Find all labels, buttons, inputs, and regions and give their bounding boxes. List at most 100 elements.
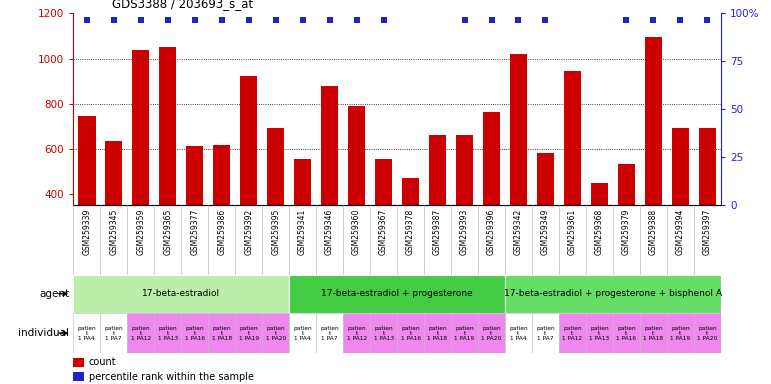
Bar <box>613 313 640 353</box>
Text: patien
t
1 PA7: patien t 1 PA7 <box>536 326 555 341</box>
Text: patien
t
1 PA19: patien t 1 PA19 <box>670 326 691 341</box>
Text: individual: individual <box>19 328 69 338</box>
Text: GSM259386: GSM259386 <box>217 209 226 255</box>
Text: count: count <box>89 357 116 367</box>
Text: patien
t
1 PA19: patien t 1 PA19 <box>238 326 259 341</box>
Bar <box>78 116 96 285</box>
Text: patien
t
1 PA16: patien t 1 PA16 <box>185 326 204 341</box>
Text: percentile rank within the sample: percentile rank within the sample <box>89 371 254 382</box>
Bar <box>294 159 311 285</box>
Bar <box>348 106 365 285</box>
Text: GSM259359: GSM259359 <box>136 209 145 255</box>
Text: patien
t
1 PA13: patien t 1 PA13 <box>373 326 394 341</box>
Bar <box>208 313 235 353</box>
Text: patien
t
1 PA13: patien t 1 PA13 <box>157 326 178 341</box>
Bar <box>640 313 667 353</box>
Bar <box>289 275 505 313</box>
Bar <box>456 136 473 285</box>
Bar <box>240 76 258 285</box>
Text: agent: agent <box>39 289 69 299</box>
Text: GSM259365: GSM259365 <box>163 209 172 255</box>
Bar <box>532 313 559 353</box>
Text: GSM259396: GSM259396 <box>487 209 496 255</box>
Text: patien
t
1 PA4: patien t 1 PA4 <box>293 326 312 341</box>
Text: GSM259360: GSM259360 <box>352 209 361 255</box>
Bar <box>186 146 204 285</box>
Text: patien
t
1 PA4: patien t 1 PA4 <box>509 326 528 341</box>
Bar <box>505 275 721 313</box>
Bar <box>510 54 527 285</box>
Bar <box>667 313 694 353</box>
Bar <box>73 313 100 353</box>
Text: patien
t
1 PA16: patien t 1 PA16 <box>617 326 636 341</box>
Bar <box>73 358 83 367</box>
Bar <box>699 127 716 285</box>
Text: GSM259393: GSM259393 <box>460 209 469 255</box>
Text: GSM259339: GSM259339 <box>82 209 91 255</box>
Bar <box>586 313 613 353</box>
Bar <box>694 313 721 353</box>
Text: patien
t
1 PA18: patien t 1 PA18 <box>211 326 232 341</box>
Bar <box>235 313 262 353</box>
Text: GSM259397: GSM259397 <box>703 209 712 255</box>
Text: GSM259367: GSM259367 <box>379 209 388 255</box>
Bar <box>154 313 181 353</box>
Text: GSM259346: GSM259346 <box>325 209 334 255</box>
Text: patien
t
1 PA12: patien t 1 PA12 <box>346 326 367 341</box>
Text: patien
t
1 PA18: patien t 1 PA18 <box>643 326 664 341</box>
Text: GSM259368: GSM259368 <box>595 209 604 255</box>
Text: patien
t
1 PA16: patien t 1 PA16 <box>401 326 420 341</box>
Bar <box>159 47 177 285</box>
Bar <box>321 86 338 285</box>
Text: GSM259345: GSM259345 <box>109 209 118 255</box>
Text: 17-beta-estradiol + progesterone + bisphenol A: 17-beta-estradiol + progesterone + bisph… <box>504 289 722 298</box>
Text: GSM259392: GSM259392 <box>244 209 253 255</box>
Text: GSM259341: GSM259341 <box>298 209 307 255</box>
Bar <box>370 313 397 353</box>
Bar <box>618 164 635 285</box>
Bar <box>181 313 208 353</box>
Text: GSM259388: GSM259388 <box>649 209 658 255</box>
Bar <box>127 313 154 353</box>
Bar <box>73 372 83 381</box>
Text: GSM259395: GSM259395 <box>271 209 280 255</box>
Bar <box>397 313 424 353</box>
Text: GSM259377: GSM259377 <box>190 209 199 255</box>
Bar <box>429 136 446 285</box>
Bar <box>483 112 500 285</box>
Bar <box>591 183 608 285</box>
Bar <box>645 37 662 285</box>
Bar <box>424 313 451 353</box>
Text: GSM259361: GSM259361 <box>568 209 577 255</box>
Text: patien
t
1 PA4: patien t 1 PA4 <box>77 326 96 341</box>
Bar <box>100 313 127 353</box>
Bar <box>505 313 532 353</box>
Bar <box>672 127 689 285</box>
Text: patien
t
1 PA12: patien t 1 PA12 <box>562 326 583 341</box>
Text: GDS3388 / 203693_s_at: GDS3388 / 203693_s_at <box>112 0 253 10</box>
Text: patien
t
1 PA12: patien t 1 PA12 <box>130 326 151 341</box>
Bar <box>343 313 370 353</box>
Bar <box>451 313 478 353</box>
Text: patien
t
1 PA7: patien t 1 PA7 <box>320 326 339 341</box>
Text: GSM259387: GSM259387 <box>433 209 442 255</box>
Bar <box>267 128 284 285</box>
Bar <box>564 71 581 285</box>
Text: 17-beta-estradiol + progesterone: 17-beta-estradiol + progesterone <box>322 289 473 298</box>
Text: patien
t
1 PA7: patien t 1 PA7 <box>104 326 123 341</box>
Bar <box>316 313 343 353</box>
Text: patien
t
1 PA19: patien t 1 PA19 <box>454 326 475 341</box>
Bar <box>402 178 419 285</box>
Text: 17-beta-estradiol: 17-beta-estradiol <box>142 289 221 298</box>
Text: GSM259394: GSM259394 <box>676 209 685 255</box>
Text: GSM259378: GSM259378 <box>406 209 415 255</box>
Bar <box>478 313 505 353</box>
Text: patien
t
1 PA13: patien t 1 PA13 <box>589 326 610 341</box>
Bar <box>132 50 150 285</box>
Text: GSM259342: GSM259342 <box>514 209 523 255</box>
Text: GSM259349: GSM259349 <box>541 209 550 255</box>
Text: patien
t
1 PA20: patien t 1 PA20 <box>481 326 502 341</box>
Bar <box>213 145 231 285</box>
Bar <box>262 313 289 353</box>
Bar <box>375 159 392 285</box>
